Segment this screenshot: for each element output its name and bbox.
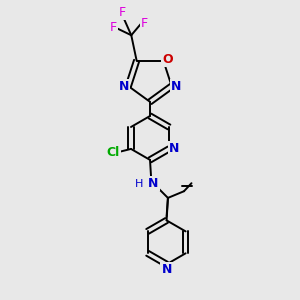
Text: F: F: [110, 21, 117, 34]
Text: F: F: [118, 6, 126, 19]
Text: Cl: Cl: [107, 146, 120, 159]
Text: N: N: [171, 80, 181, 93]
Text: H: H: [135, 179, 143, 189]
Text: O: O: [162, 52, 173, 66]
Text: N: N: [119, 80, 129, 93]
Text: F: F: [141, 17, 148, 30]
Text: N: N: [169, 142, 179, 155]
Text: N: N: [148, 178, 159, 190]
Text: N: N: [161, 262, 172, 276]
